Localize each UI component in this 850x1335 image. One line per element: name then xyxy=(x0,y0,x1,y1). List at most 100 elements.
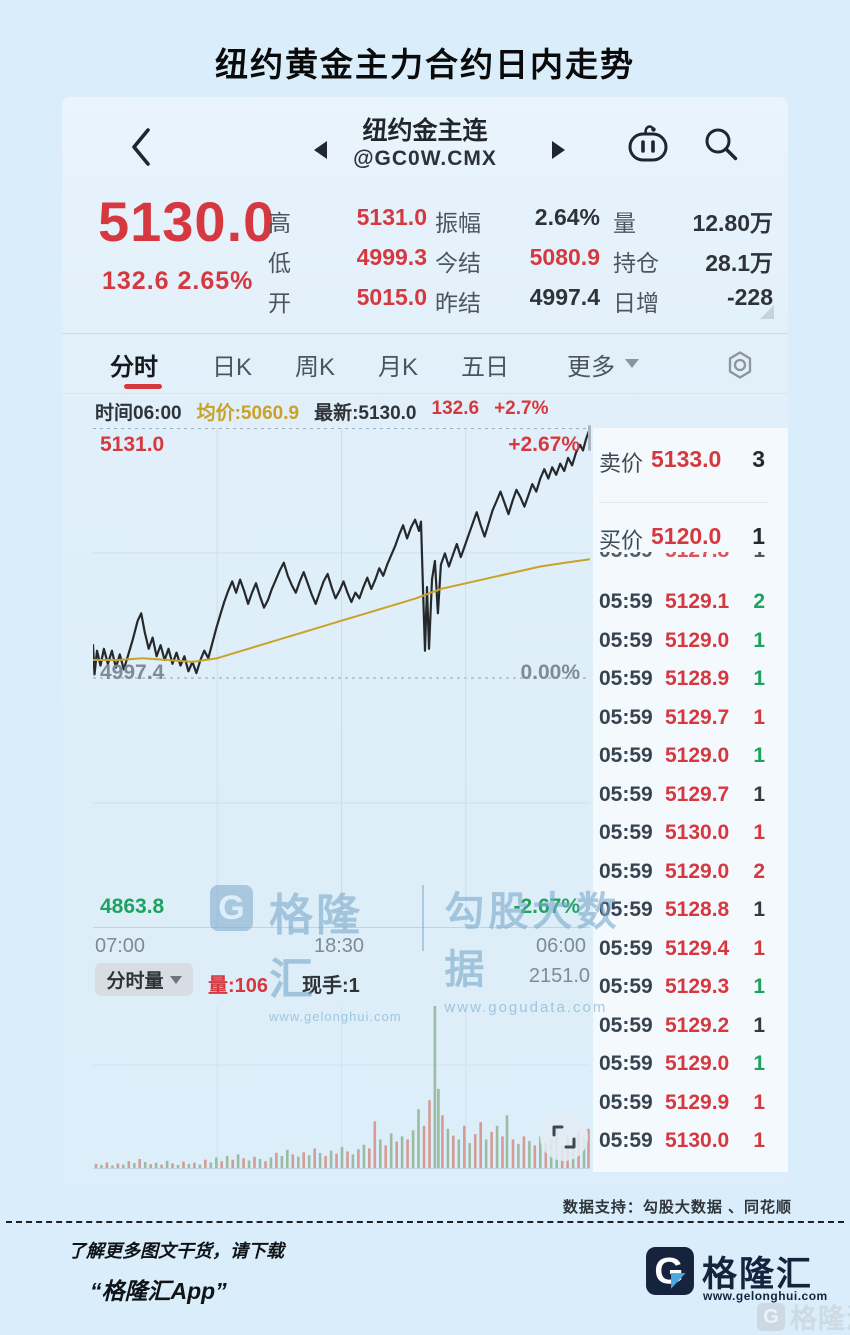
tick-price: 5129.7 xyxy=(665,705,730,729)
stat-value: 28.1万 xyxy=(705,250,773,276)
tick-time: 05:59 xyxy=(599,975,653,998)
stat-value: 4997.4 xyxy=(529,284,600,310)
tick-volume: 1 xyxy=(753,898,765,921)
tab-monthly-k[interactable]: 月K xyxy=(378,354,419,381)
tick-volume: 1 xyxy=(753,552,765,563)
stat-value: 4999.3 xyxy=(356,244,427,270)
trade-tick-row: 05:59 5129.2 1 xyxy=(599,1014,781,1044)
stat-label: 日增 xyxy=(613,290,659,316)
price-chart[interactable]: 5131.0 +2.67% 4997.4 0.00% 4863.8 -2.67% xyxy=(91,426,592,928)
tab-five-day[interactable]: 五日 xyxy=(461,354,509,381)
robot-assistant-icon[interactable] xyxy=(625,123,671,170)
trade-tick-row: 05:59 5129.4 1 xyxy=(599,937,781,967)
axis-low-price: 4863.8 xyxy=(100,895,165,918)
stat-value: 5080.9 xyxy=(529,244,600,270)
tick-time: 05:59 xyxy=(599,667,653,690)
data-support-note: 数据支持：勾股大数据 、同花顺 xyxy=(562,1199,792,1216)
tick-price: 5129.0 xyxy=(665,859,730,883)
tick-volume: 1 xyxy=(753,1013,765,1037)
gelonghui-logo-icon: G xyxy=(757,1302,785,1331)
tick-time: 05:59 xyxy=(599,744,653,767)
trade-tick-row: 05:59 5129.0 1 xyxy=(599,1052,781,1082)
tick-time: 05:59 xyxy=(599,1013,653,1037)
axis-base-pct: 0.00% xyxy=(520,661,580,684)
back-icon[interactable] xyxy=(128,125,154,174)
ask-label: 卖价 xyxy=(599,451,644,476)
divider xyxy=(599,502,769,503)
stat-label: 开 xyxy=(268,290,291,316)
chart-change: 132.6 xyxy=(431,398,480,419)
trade-tick-row: 05:59 5128.8 1 xyxy=(599,898,781,928)
stat-value: 2.64% xyxy=(534,204,600,230)
tab-weekly-k[interactable]: 周K xyxy=(295,354,336,381)
order-book-panel[interactable]: 卖价 5133.0 3 买价 5120.0 1 05:59 5127.8 1 0… xyxy=(593,428,788,1172)
stat-value: 12.80万 xyxy=(692,210,773,236)
trade-tick-row: 05:59 5129.1 2 xyxy=(599,590,781,620)
tick-volume: 1 xyxy=(753,705,765,729)
tick-time: 05:59 xyxy=(599,782,653,806)
tick-price: 5128.9 xyxy=(665,667,730,690)
tick-price: 5129.4 xyxy=(665,936,730,960)
tick-volume: 1 xyxy=(753,1090,765,1114)
dashed-divider xyxy=(6,1221,844,1223)
tick-volume: 1 xyxy=(753,975,765,998)
stat-label: 振幅 xyxy=(435,210,481,236)
prev-symbol-icon[interactable] xyxy=(314,141,327,159)
active-tab-underline xyxy=(124,384,162,389)
stat-label: 昨结 xyxy=(435,290,481,316)
trade-tick-row: 05:59 5130.0 1 xyxy=(599,821,781,851)
ask-price: 5133.0 xyxy=(651,446,722,472)
gelonghui-logo-icon: G xyxy=(645,1246,695,1301)
chart-avg: 均价:5060.9 xyxy=(196,403,300,424)
tick-price: 5130.0 xyxy=(665,1129,730,1152)
stat-label: 今结 xyxy=(435,250,481,276)
last-price: 5130.0 xyxy=(98,190,276,253)
brand-name: 格隆汇 xyxy=(702,1255,814,1294)
corner-watermark: G 格隆汇 xyxy=(757,1297,850,1335)
stat-label: 低 xyxy=(268,250,291,276)
page-title: 纽约黄金主力合约日内走势 xyxy=(215,46,635,83)
promo-text: 了解更多图文干货，请下载 xyxy=(68,1241,284,1261)
next-symbol-icon[interactable] xyxy=(552,141,565,159)
volume-mode-label: 分时量 xyxy=(106,971,164,992)
stat-label: 持仓 xyxy=(613,250,659,276)
tick-time: 05:59 xyxy=(599,552,653,563)
fullscreen-expand-button[interactable] xyxy=(540,1113,588,1161)
tick-time: 05:59 xyxy=(599,1129,653,1152)
trade-tick-row: 05:59 5129.0 2 xyxy=(599,860,781,890)
bid-price: 5120.0 xyxy=(651,523,722,549)
trade-tick-row: 05:59 5129.0 1 xyxy=(599,744,781,774)
time-axis-end: 06:00 xyxy=(536,935,587,957)
tab-daily-k[interactable]: 日K xyxy=(212,354,253,381)
tick-volume: 1 xyxy=(753,1052,765,1075)
brand-url: www.gelonghui.com xyxy=(703,1289,828,1303)
divider xyxy=(62,333,788,334)
tick-time: 05:59 xyxy=(599,821,653,844)
symbol-name: 纽约金主连 xyxy=(362,117,488,145)
gear-icon[interactable] xyxy=(724,349,756,386)
tick-price: 5127.8 xyxy=(665,552,729,563)
volume-current: 量:106 xyxy=(208,975,269,997)
volume-chart[interactable] xyxy=(93,1006,590,1169)
tab-timeline[interactable]: 分时 xyxy=(110,354,158,381)
trade-tick-row: 05:59 5128.9 1 xyxy=(599,667,781,697)
chevron-down-icon xyxy=(625,359,639,368)
stat-value: 5131.0 xyxy=(356,204,427,230)
tick-price: 5128.8 xyxy=(665,898,730,921)
volume-mode-dropdown[interactable]: 分时量 xyxy=(95,963,193,996)
tick-time: 05:59 xyxy=(599,590,653,613)
tick-price: 5129.0 xyxy=(665,628,730,652)
search-icon[interactable] xyxy=(700,123,742,170)
tick-time: 05:59 xyxy=(599,859,653,883)
trade-tick-row: 05:59 5129.7 1 xyxy=(599,783,781,813)
tick-price: 5129.2 xyxy=(665,1013,730,1037)
ask-volume: 3 xyxy=(752,446,765,472)
scrollbar[interactable] xyxy=(588,425,591,451)
tick-time: 05:59 xyxy=(599,628,653,652)
axis-low-pct: -2.67% xyxy=(513,895,580,918)
stat-label: 高 xyxy=(268,210,291,236)
chevron-down-icon xyxy=(169,975,182,984)
tab-more[interactable]: 更多 xyxy=(567,354,615,381)
tick-volume: 1 xyxy=(753,936,765,960)
bid-volume: 1 xyxy=(752,523,765,549)
